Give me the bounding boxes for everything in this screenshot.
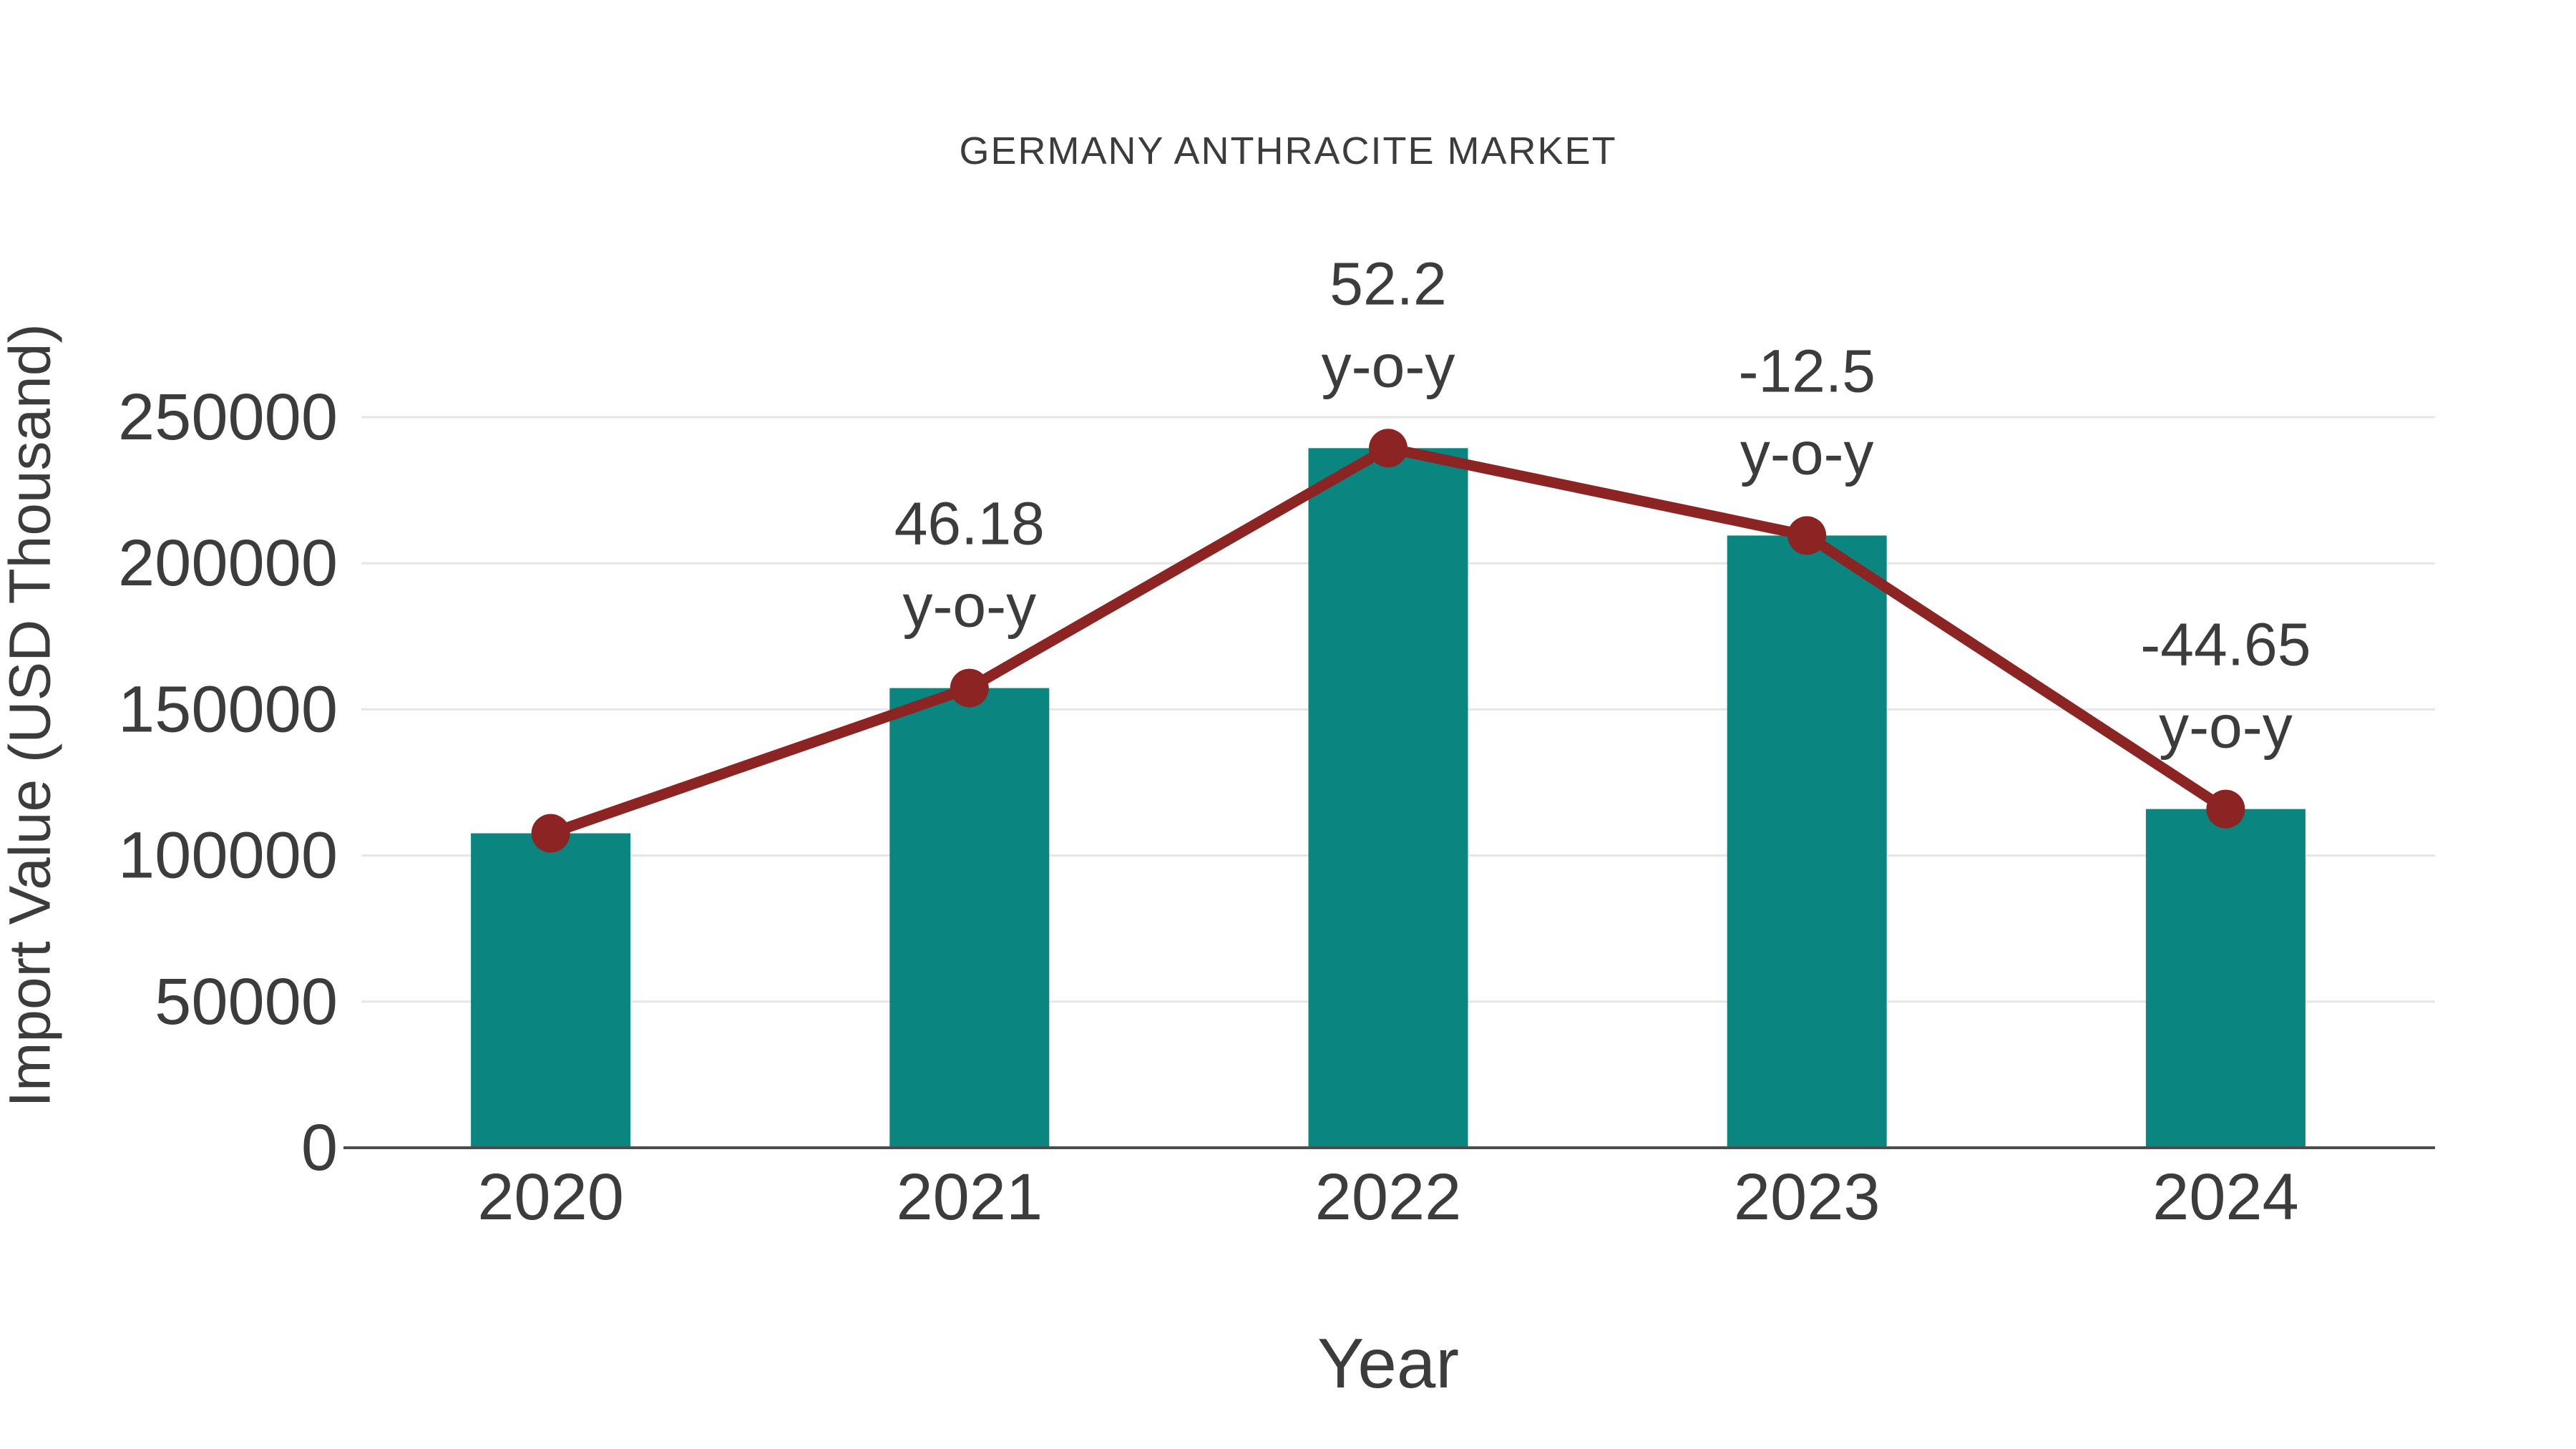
annotation-sub-2022: y-o-y <box>1322 332 1455 399</box>
marker-2022 <box>1369 429 1407 468</box>
x-tick-label-2023: 2023 <box>1734 1161 1880 1234</box>
bar-2024 <box>2145 809 2306 1148</box>
y-tick-label-250000: 250000 <box>118 381 338 454</box>
y-axis-title: Import Value (USD Thousand) <box>0 323 63 1107</box>
annotation-sub-2024: y-o-y <box>2159 693 2293 761</box>
chart-title: GERMANY ANTHRACITE MARKET <box>959 130 1617 172</box>
y-tick-label-50000: 50000 <box>155 965 338 1038</box>
x-tick-label-2022: 2022 <box>1315 1161 1462 1234</box>
marker-2020 <box>531 814 570 853</box>
annotation-value-2024: -44.65 <box>2140 611 2311 678</box>
bar-2021 <box>889 688 1050 1148</box>
annotation-value-2022: 52.2 <box>1330 250 1447 317</box>
x-tick-label-2024: 2024 <box>2152 1161 2299 1234</box>
x-tick-label-2021: 2021 <box>896 1161 1043 1234</box>
annotation-value-2021: 46.18 <box>894 490 1045 557</box>
marker-2023 <box>1787 516 1827 555</box>
annotation-sub-2021: y-o-y <box>902 572 1036 640</box>
bar-2023 <box>1727 535 1887 1148</box>
y-tick-label-0: 0 <box>301 1111 338 1184</box>
annotation-value-2023: -12.5 <box>1738 337 1875 404</box>
x-axis-title: Year <box>1317 1324 1459 1402</box>
x-tick-label-2020: 2020 <box>477 1161 624 1234</box>
y-tick-label-200000: 200000 <box>118 527 338 600</box>
y-tick-label-100000: 100000 <box>118 819 338 892</box>
bar-2022 <box>1308 448 1468 1148</box>
marker-2024 <box>2206 789 2245 829</box>
bar-2020 <box>471 833 631 1148</box>
y-tick-label-150000: 150000 <box>118 673 338 746</box>
annotation-sub-2023: y-o-y <box>1740 419 1874 487</box>
marker-2021 <box>950 668 989 708</box>
